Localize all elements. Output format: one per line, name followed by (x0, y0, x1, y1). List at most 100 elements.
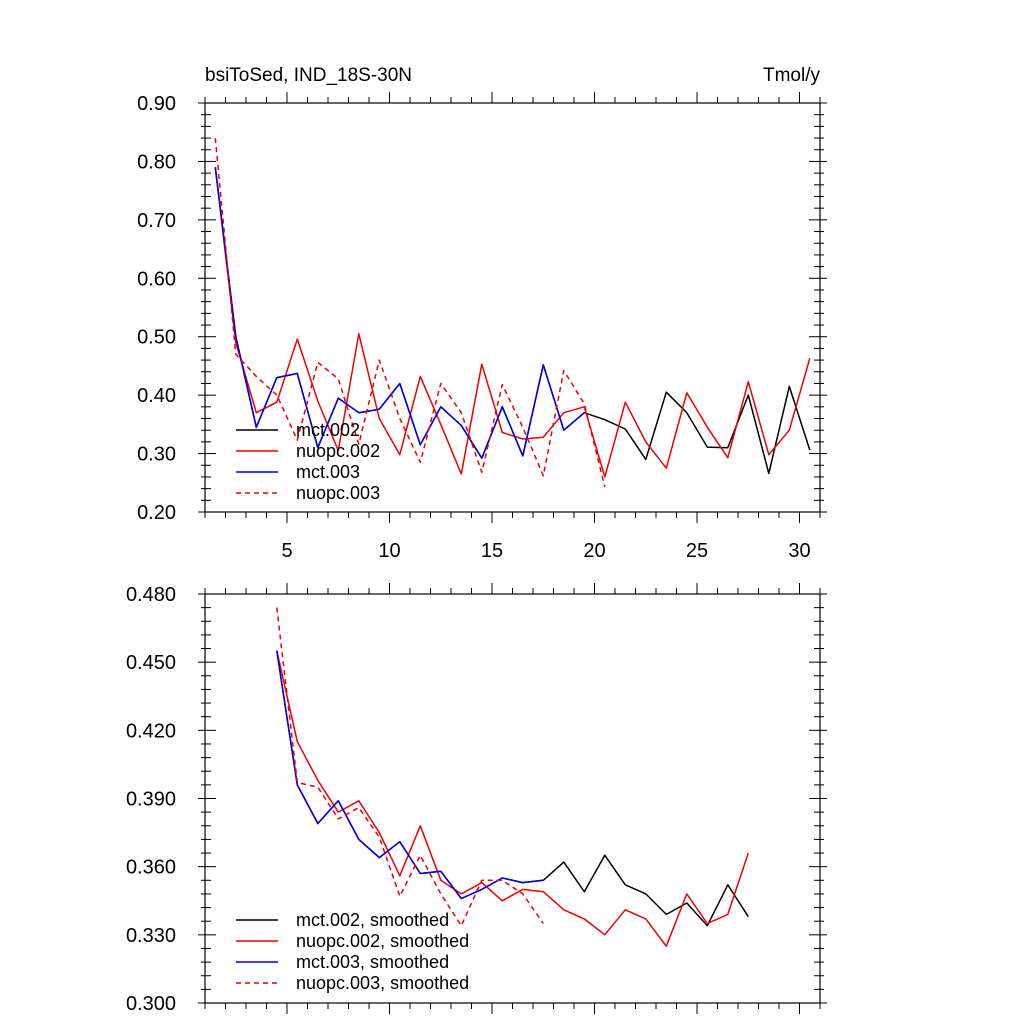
data-point (583, 412, 585, 414)
data-point (727, 884, 729, 886)
data-point (440, 880, 442, 882)
data-point (481, 457, 483, 459)
data-point (686, 893, 688, 895)
data-point (563, 861, 565, 863)
data-point (276, 377, 278, 379)
data-point (583, 891, 585, 893)
y-tick-label: 0.30 (137, 444, 176, 466)
lower-panel: 0.300 0.330 0.360 0.390 0.420 0.450 0.480 mct.0… (126, 583, 827, 1015)
data-point (419, 444, 421, 446)
data-point (604, 419, 606, 421)
data-point (604, 934, 606, 936)
data-point (768, 454, 770, 456)
y-tick-label: 0.40 (137, 385, 176, 407)
units-label: Tmol/y (763, 65, 821, 86)
x-tick-label: 20 (583, 540, 605, 562)
data-point (378, 857, 380, 859)
data-point (337, 397, 339, 399)
data-point (296, 338, 298, 340)
data-point (378, 836, 380, 838)
x-tick-label: 5 (281, 540, 292, 562)
y-tick-label: 0.360 (126, 857, 176, 879)
data-point (542, 880, 544, 882)
data-point (358, 839, 360, 841)
y-tick-label: 0.50 (137, 327, 176, 349)
data-point (706, 446, 708, 448)
data-point (727, 914, 729, 916)
data-point (624, 428, 626, 430)
data-point (522, 893, 524, 895)
data-point (706, 923, 708, 925)
data-point (563, 429, 565, 431)
data-point (624, 401, 626, 403)
data-point (296, 782, 298, 784)
data-point (665, 391, 667, 393)
data-point (481, 363, 483, 365)
data-point (296, 741, 298, 743)
data-point (378, 418, 380, 420)
y-tick-label: 0.60 (137, 268, 176, 290)
data-point (809, 358, 811, 360)
data-point (522, 882, 524, 884)
data-point (686, 902, 688, 904)
y-tick-label: 0.330 (126, 925, 176, 947)
data-point (337, 811, 339, 813)
data-point (686, 392, 688, 394)
data-point (419, 855, 421, 857)
y-tick-label: 0.390 (126, 789, 176, 811)
upper-panel: 0.20 0.30 0.40 0.50 0.60 0.70 0.80 0.90 5 10 15 20 2… (137, 65, 827, 562)
series-line-mct-003-smoothed (276, 650, 544, 900)
data-point (419, 462, 421, 464)
data-point (317, 786, 319, 788)
data-point (686, 412, 688, 414)
data-point (727, 447, 729, 449)
data-point (501, 880, 503, 882)
data-point (563, 909, 565, 911)
y-tick-label: 0.480 (126, 584, 176, 606)
y-tick-label: 0.300 (126, 993, 176, 1015)
data-point (399, 875, 401, 877)
y-tick-label: 0.20 (137, 502, 176, 524)
data-point (583, 403, 585, 405)
data-point (378, 832, 380, 834)
data-point (604, 855, 606, 857)
legend-label: nuopc.003 (296, 483, 380, 503)
data-point (481, 471, 483, 473)
data-point (214, 137, 216, 139)
data-point (276, 607, 278, 609)
y-tick-label: 0.450 (126, 652, 176, 674)
data-point (235, 353, 237, 355)
data-point (399, 454, 401, 456)
legend-label: nuopc.003, smoothed (296, 973, 469, 993)
data-point (645, 441, 647, 443)
legend-label: mct.002, smoothed (296, 910, 449, 930)
data-point (419, 873, 421, 875)
data-point (665, 945, 667, 947)
data-point (604, 476, 606, 478)
data-point (296, 784, 298, 786)
series-line-mct-002-smoothed (276, 650, 749, 927)
data-point (255, 426, 257, 428)
data-point (747, 394, 749, 396)
series-line-mct-003 (214, 167, 585, 459)
data-point (440, 406, 442, 408)
chart-title: bsiToSed, IND_18S-30N (205, 65, 412, 86)
data-point (583, 918, 585, 920)
data-point (727, 457, 729, 459)
data-point (747, 916, 749, 918)
data-point (378, 408, 380, 410)
data-point (522, 438, 524, 440)
data-point (440, 424, 442, 426)
data-point (317, 362, 319, 364)
series-line-nuopc-002 (214, 167, 811, 478)
data-point (645, 918, 647, 920)
data-point (235, 336, 237, 338)
data-point (522, 889, 524, 891)
data-point (317, 823, 319, 825)
data-point (276, 401, 278, 403)
data-point (255, 412, 257, 414)
data-point (788, 429, 790, 431)
